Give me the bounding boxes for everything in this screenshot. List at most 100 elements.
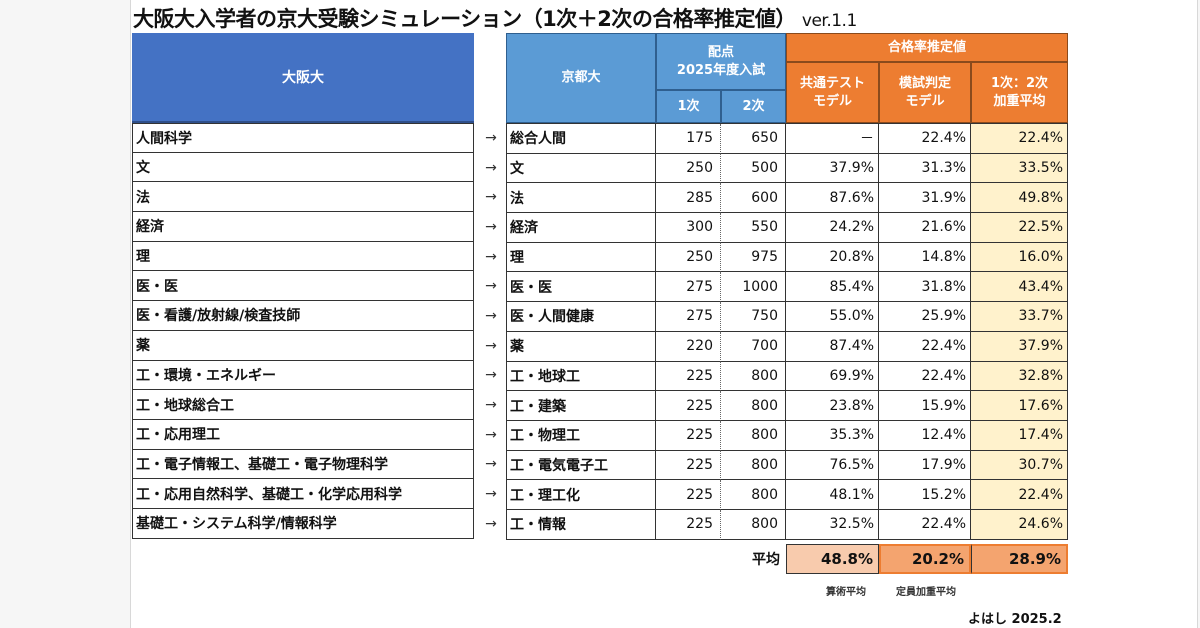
osaka-faculty-row: 医・看護/放射線/検査技師 (132, 301, 474, 331)
osaka-faculty-row: 医・医 (132, 271, 474, 302)
second-stage-points-cell: 800 (721, 420, 786, 451)
mock-exam-model-header: 模試判定 モデル (879, 62, 971, 123)
weighted-rate-cell: 33.7% (971, 302, 1068, 332)
points-header-line2: 2025年度入試 (676, 62, 766, 78)
second-stage-points-cell: 550 (721, 213, 786, 243)
weighted-rate-cell: 22.5% (971, 213, 1068, 243)
weighted-rate-cell: 17.4% (971, 420, 1068, 451)
common-test-rate-cell: 87.4% (786, 331, 879, 362)
kyoto-faculty-cell: 薬 (506, 331, 656, 362)
osaka-header: 大阪大 (132, 33, 474, 123)
average-row: 平均 48.8% 20.2% 28.9% (706, 544, 1068, 574)
table-row: 工・物理工 225 800 35.3% 12.4% 17.4% (506, 420, 1068, 451)
osaka-faculty-row: 工・地球総合工 (132, 390, 474, 420)
arrow-right-icon: → (485, 159, 497, 176)
kyoto-header: 京都大 配点 2025年度入試 1次 2次 合格率推定値 共通テスト モデル 模… (506, 33, 1068, 123)
table-row: 医・医 275 1000 85.4% 31.8% 43.4% (506, 272, 1068, 303)
weighted-rate-cell: 22.4% (971, 480, 1068, 510)
table-row: 経済 300 550 24.2% 21.6% 22.5% (506, 213, 1068, 243)
osaka-faculty-row: 工・環境・エネルギー (132, 360, 474, 391)
table-row: 工・電気電子工 225 800 76.5% 17.9% 30.7% (506, 450, 1068, 481)
kyoto-faculty-cell: 工・建築 (506, 391, 656, 421)
page-title: 大阪大入学者の京大受験シミュレーション（1次＋2次の合格率推定値） ver.1.1 (133, 3, 857, 33)
weighted-rate-cell: 37.9% (971, 331, 1068, 362)
average-common-test: 48.8% (786, 544, 879, 574)
osaka-faculty-row: 工・電子情報工、基礎工・電子物理科学 (132, 449, 474, 480)
second-stage-points-cell: 500 (721, 153, 786, 184)
mock-exam-rate-cell: 22.4% (879, 124, 971, 154)
mock-exam-rate-cell: 31.3% (879, 153, 971, 184)
pass-rate-header: 合格率推定値 (786, 33, 1068, 62)
common-test-rate-cell: 20.8% (786, 242, 879, 273)
common-test-model-header: 共通テスト モデル (786, 62, 879, 123)
first-stage-points-cell: 225 (656, 509, 721, 540)
mock-exam-model-line2: モデル (905, 93, 945, 109)
weighted-rate-cell: 43.4% (971, 272, 1068, 303)
first-stage-points-cell: 225 (656, 420, 721, 451)
arrow-right-icon: → (485, 189, 497, 206)
table-row: 文 250 500 37.9% 31.3% 33.5% (506, 153, 1068, 184)
mock-exam-rate-cell: 12.4% (879, 420, 971, 451)
weighted-average-line1: 1次：2次 (990, 75, 1049, 91)
table-row: 工・地球工 225 800 69.9% 22.4% 32.8% (506, 361, 1068, 392)
common-test-rate-cell: 87.6% (786, 183, 879, 214)
kyoto-faculty-cell: 医・人間健康 (506, 302, 656, 332)
table-row: 医・人間健康 275 750 55.0% 25.9% 33.7% (506, 302, 1068, 332)
osaka-faculty-row: 人間科学 (132, 123, 474, 153)
osaka-faculty-row: 文 (132, 152, 474, 183)
mock-exam-rate-cell: 21.6% (879, 213, 971, 243)
common-test-rate-cell: 48.1% (786, 480, 879, 510)
note-arithmetic-mean: 算術平均 (826, 587, 866, 598)
arrow-right-icon: → (485, 278, 497, 295)
arrow-right-icon: → (485, 367, 497, 384)
kyoto-faculty-cell: 理 (506, 242, 656, 273)
kyoto-faculty-cell: 工・情報 (506, 509, 656, 540)
kyoto-header-cell: 京都大 (506, 33, 656, 123)
weighted-rate-cell: 30.7% (971, 450, 1068, 481)
osaka-table: 大阪大 人間科学文法経済理医・医 医・看護/放射線/検査技師薬工・環境・エネルギー… (132, 33, 474, 539)
arrow-right-icon: → (485, 486, 497, 503)
common-test-model-line2: モデル (812, 93, 852, 109)
first-stage-points-cell: 275 (656, 272, 721, 303)
mock-exam-rate-cell: 15.2% (879, 480, 971, 510)
arrow-right-icon: → (485, 515, 497, 532)
osaka-faculty-row: 薬 (132, 330, 474, 361)
note-capacity-weighted-mean: 定員加重平均 (896, 587, 956, 598)
first-stage-points-cell: 220 (656, 331, 721, 362)
second-stage-points-cell: 800 (721, 480, 786, 510)
first-stage-points-cell: 175 (656, 124, 721, 154)
common-test-rate-cell: 69.9% (786, 361, 879, 392)
first-stage-points-cell: 275 (656, 302, 721, 332)
title-main: 大阪大入学者の京大受験シミュレーション（1次＋2次の合格率推定値） (133, 7, 796, 31)
title-version: ver.1.1 (801, 11, 857, 31)
osaka-faculty-row: 理 (132, 241, 474, 272)
osaka-faculty-row: 工・応用自然科学、基礎工・化学応用科学 (132, 479, 474, 509)
arrow-right-icon: → (485, 397, 497, 414)
common-test-rate-cell: 85.4% (786, 272, 879, 303)
weighted-rate-cell: 49.8% (971, 183, 1068, 214)
mock-exam-rate-cell: 17.9% (879, 450, 971, 481)
average-mock-exam: 20.2% (879, 544, 971, 574)
second-stage-points-cell: 650 (721, 124, 786, 154)
second-stage-points-cell: 1000 (721, 272, 786, 303)
kyoto-faculty-cell: 経済 (506, 213, 656, 243)
table-row: 工・理工化 225 800 48.1% 15.2% 22.4% (506, 480, 1068, 510)
table-row: 工・建築 225 800 23.8% 15.9% 17.6% (506, 391, 1068, 421)
osaka-faculty-row: 基礎工・システム科学/情報科学 (132, 508, 474, 539)
first-stage-points-cell: 225 (656, 480, 721, 510)
arrow-right-icon: → (485, 129, 497, 146)
kyoto-faculty-cell: 工・理工化 (506, 480, 656, 510)
arrow-right-icon: → (485, 307, 497, 324)
weighted-rate-cell: 32.8% (971, 361, 1068, 392)
common-test-model-line1: 共通テスト (799, 75, 865, 91)
mock-exam-rate-cell: 31.9% (879, 183, 971, 214)
second-stage-header: 2次 (721, 90, 786, 123)
kyoto-faculty-cell: 文 (506, 153, 656, 184)
mock-exam-rate-cell: 22.4% (879, 509, 971, 540)
second-stage-points-cell: 700 (721, 331, 786, 362)
mock-exam-rate-cell: 15.9% (879, 391, 971, 421)
second-stage-points-cell: 750 (721, 302, 786, 332)
arrow-right-icon: → (485, 337, 497, 354)
mock-exam-rate-cell: 22.4% (879, 361, 971, 392)
arrow-right-icon: → (485, 248, 497, 265)
